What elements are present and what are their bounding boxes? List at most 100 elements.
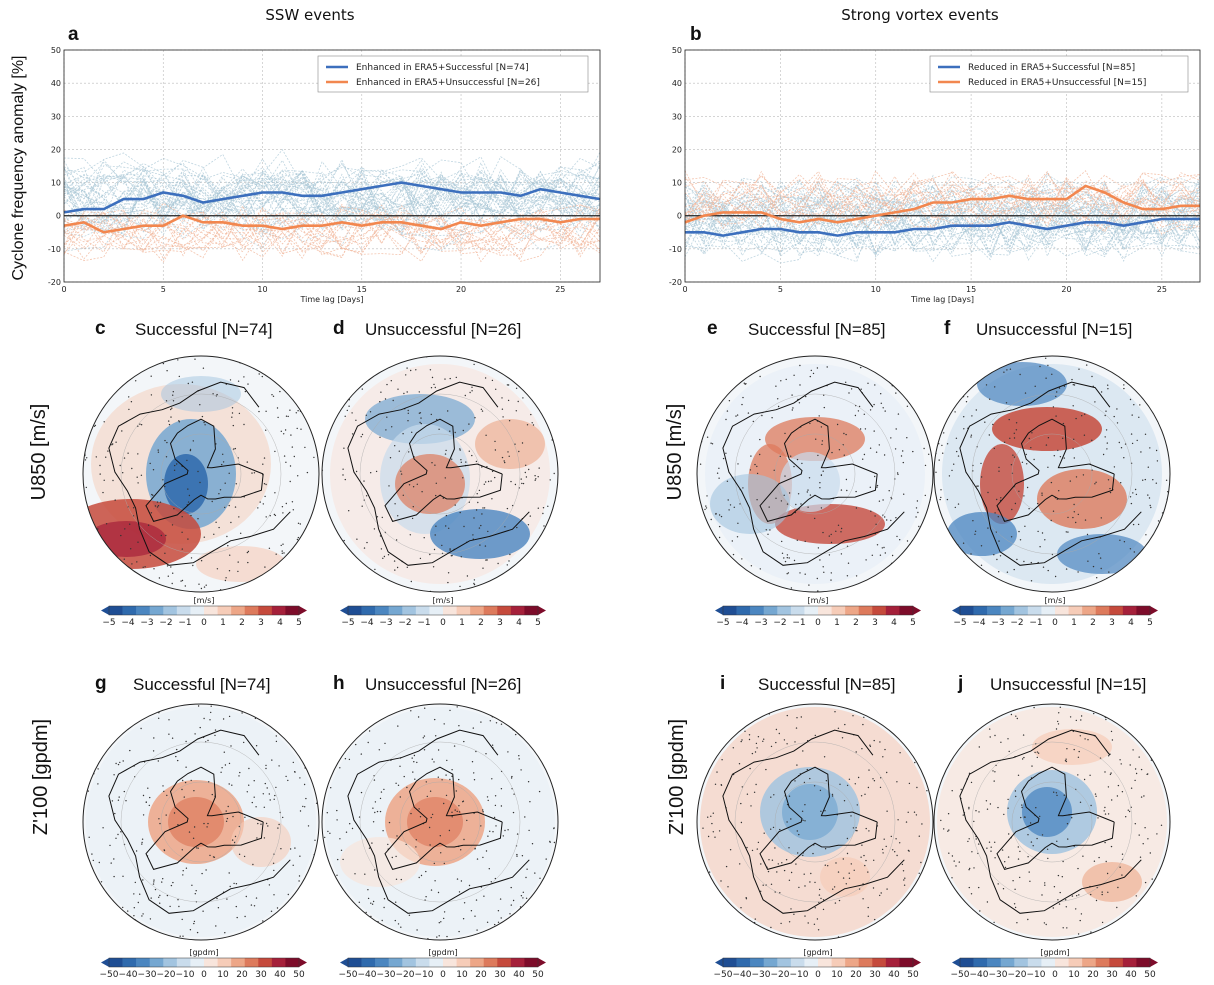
significance-dot	[775, 385, 777, 387]
significance-dot	[1008, 418, 1010, 421]
significance-dot	[418, 412, 421, 414]
significance-dot	[373, 779, 376, 781]
significance-dot	[260, 823, 262, 825]
significance-dot	[1004, 861, 1006, 863]
significance-dot	[1046, 848, 1049, 850]
significance-dot	[192, 440, 194, 442]
significance-dot	[247, 383, 249, 385]
significance-dot	[507, 829, 509, 831]
significance-dot	[1056, 840, 1058, 842]
significance-dot	[813, 785, 816, 787]
significance-dot	[1057, 874, 1060, 877]
significance-dot	[1000, 497, 1002, 499]
latitude-circle	[359, 741, 521, 903]
latitude-circle	[1011, 433, 1093, 515]
significance-dot	[510, 777, 513, 779]
significance-dot	[1063, 385, 1066, 387]
significance-dot	[1065, 758, 1067, 760]
significance-dot	[827, 865, 829, 867]
ensemble-line-blue	[63, 197, 601, 252]
significance-dot	[137, 482, 139, 484]
significance-dot	[497, 910, 500, 912]
colorbar-segment	[244, 606, 259, 615]
colorbar-segment	[723, 958, 737, 967]
significance-dot	[151, 493, 153, 496]
significance-dot	[524, 471, 526, 474]
significance-dot	[831, 451, 833, 454]
y-tick-label: -20	[48, 278, 61, 287]
significance-dot	[1133, 551, 1136, 553]
ensemble-line-blue	[63, 175, 601, 230]
colorbar-segment	[497, 958, 512, 967]
ensemble-line-blue	[63, 174, 601, 232]
significance-dot	[867, 382, 869, 384]
significance-dot	[779, 892, 781, 894]
significance-dot	[384, 398, 387, 400]
significance-dot	[142, 879, 144, 881]
significance-dot	[850, 388, 853, 390]
significance-dot	[438, 935, 440, 937]
significance-dot	[349, 823, 351, 825]
map-border	[82, 355, 320, 593]
significance-dot	[339, 838, 341, 840]
significance-dot	[788, 879, 791, 881]
significance-dot	[513, 793, 515, 795]
significance-dot	[1036, 837, 1038, 840]
significance-dot	[459, 448, 461, 450]
significance-dot	[214, 734, 216, 737]
significance-dot	[274, 492, 276, 494]
significance-dot	[1117, 784, 1120, 787]
significance-dot	[447, 581, 449, 584]
significance-dot	[483, 895, 485, 897]
significance-dot	[1104, 414, 1106, 417]
significance-dot	[473, 579, 476, 581]
y-tick-label: 30	[672, 112, 682, 121]
anomaly-field	[395, 454, 465, 514]
significance-dot	[203, 421, 205, 424]
significance-dot	[482, 507, 484, 509]
significance-dot	[1047, 857, 1049, 860]
significance-dot	[253, 472, 256, 474]
significance-dot	[729, 504, 732, 506]
significance-dot	[990, 846, 992, 848]
significance-dot	[778, 732, 780, 735]
significance-dot	[807, 489, 809, 491]
significance-dot	[342, 474, 344, 476]
significance-dot	[1057, 723, 1060, 725]
significance-dot	[1156, 460, 1159, 462]
significance-dot	[906, 540, 909, 542]
significance-dot	[1021, 806, 1023, 809]
significance-dot	[254, 717, 257, 720]
significance-dot	[437, 891, 440, 894]
significance-dot	[397, 388, 399, 390]
significance-dot	[190, 557, 193, 559]
significance-dot	[150, 512, 153, 514]
significance-dot	[1053, 791, 1055, 793]
colorbar-segment	[973, 606, 988, 615]
significance-dot	[896, 781, 898, 783]
significance-dot	[152, 750, 155, 752]
significance-dot	[838, 449, 841, 451]
colorbar-g: [gpdm]−50 −40 −30 −20 −10 0 10 20 30 40 50	[100, 948, 307, 980]
significance-dot	[204, 424, 206, 426]
significance-dot	[207, 822, 209, 825]
significance-dot	[187, 382, 189, 385]
significance-dot	[542, 512, 544, 515]
significance-dot	[271, 394, 273, 396]
significance-dot	[850, 815, 852, 817]
significance-dot	[524, 816, 526, 818]
latitude-circle	[359, 393, 521, 555]
significance-dot	[289, 480, 291, 483]
significance-dot	[383, 555, 386, 558]
significance-dot	[449, 377, 451, 380]
significance-dot	[897, 473, 899, 476]
significance-dot	[387, 554, 390, 556]
significance-dot	[468, 884, 471, 887]
significance-dot	[203, 822, 205, 825]
significance-dot	[715, 513, 717, 515]
significance-dot	[278, 823, 280, 826]
significance-dot	[256, 837, 258, 839]
significance-dot	[495, 388, 497, 390]
significance-dot	[994, 734, 996, 737]
significance-dot	[346, 409, 348, 412]
